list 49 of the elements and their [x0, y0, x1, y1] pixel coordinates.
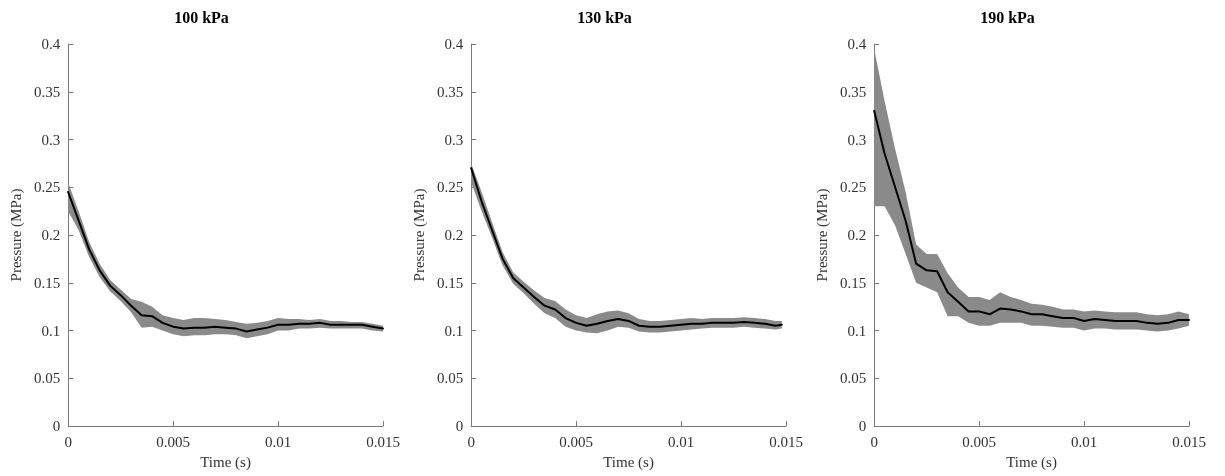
- y-tick-label: 0.4: [41, 36, 61, 52]
- x-tick-label: 0.01: [667, 433, 695, 450]
- y-tick-label: 0.2: [41, 227, 61, 243]
- y-tick-label: 0: [858, 418, 867, 434]
- chart-title: 190 kPa: [980, 8, 1035, 26]
- chart-title: 100 kPa: [174, 8, 229, 26]
- y-tick-label: 0.35: [839, 83, 867, 100]
- y-tick-label: 0.4: [444, 36, 464, 52]
- x-tick-label: 0.005: [559, 433, 593, 450]
- x-axis-title: Time (s): [200, 453, 251, 471]
- y-axis-title: Pressure (MPa): [410, 188, 428, 282]
- line-series: [873, 109, 1190, 325]
- y-tick-label: 0.35: [33, 83, 61, 100]
- y-axis-title: Pressure (MPa): [7, 188, 25, 282]
- y-tick-label: 0.1: [41, 322, 61, 339]
- y-tick-label: 0.25: [33, 179, 61, 196]
- y-tick-label: 0.05: [436, 370, 464, 387]
- y-tick-label: 0.3: [41, 131, 61, 148]
- y-tick-label: 0.15: [436, 274, 464, 291]
- chart-title: 130 kPa: [577, 8, 632, 26]
- y-tick-label: 0.3: [444, 131, 464, 148]
- x-tick-label: 0.01: [264, 433, 292, 450]
- y-axis-title: Pressure (MPa): [813, 188, 831, 282]
- x-tick-label: 0.015: [1172, 433, 1206, 450]
- x-tick-label: 0.015: [366, 433, 400, 450]
- y-tick-label: 0.05: [839, 370, 867, 387]
- x-tick-label: 0: [64, 433, 72, 450]
- x-tick-label: 0.015: [769, 433, 803, 450]
- x-axis-title: Time (s): [603, 453, 654, 471]
- y-tick-label: 0.25: [436, 179, 464, 196]
- y-tick-label: 0.1: [444, 322, 464, 339]
- x-axis-title: Time (s): [1006, 453, 1057, 471]
- x-tick-label: 0.01: [1070, 433, 1098, 450]
- x-tick-label: 0: [870, 433, 878, 450]
- x-tick-label: 0.005: [962, 433, 996, 450]
- y-tick-label: 0.35: [436, 83, 464, 100]
- y-tick-label: 0.4: [847, 36, 867, 52]
- y-tick-label: 0.2: [847, 227, 867, 243]
- y-tick-label: 0.2: [444, 227, 464, 243]
- y-tick-label: 0: [52, 418, 61, 434]
- x-tick-label: 0.005: [156, 433, 190, 450]
- y-tick-label: 0.25: [839, 179, 867, 196]
- y-tick-label: 0.15: [839, 274, 867, 291]
- y-tick-label: 0.1: [847, 322, 867, 339]
- y-tick-label: 0.15: [33, 274, 61, 291]
- x-tick-label: 0: [467, 433, 475, 450]
- y-tick-label: 0: [455, 418, 464, 434]
- y-tick-label: 0.3: [847, 131, 867, 148]
- y-tick-label: 0.05: [33, 370, 61, 387]
